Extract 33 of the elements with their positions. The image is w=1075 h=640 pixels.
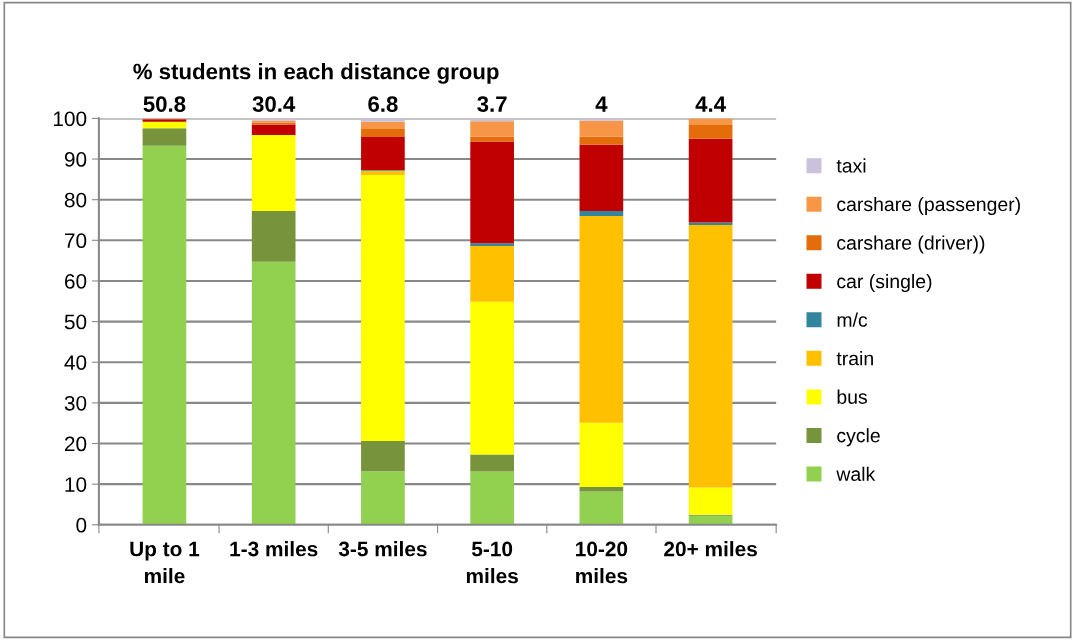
legend-label: car (single) (837, 273, 932, 293)
x-tick-label: 5-10 miles (466, 541, 518, 584)
text: 4 (595, 96, 608, 112)
legend-label: bus (837, 389, 868, 404)
y-tick-label: 100 (53, 111, 87, 127)
x-tick-label: 1-3 miles (230, 541, 318, 557)
legend-label: cycle (837, 428, 880, 447)
x-tick-label: 10-20 miles (576, 541, 628, 584)
legend-label: train (836, 351, 873, 366)
y-tick-label: 40 (64, 355, 87, 370)
text: 50.8 (143, 96, 186, 112)
legend-label: taxi (836, 158, 866, 173)
x-tick-label: 20+ miles (664, 541, 757, 557)
y-tick-label: 80 (64, 192, 87, 208)
text: 4.4 (695, 96, 726, 112)
text: 6.8 (368, 96, 398, 112)
y-tick-label: 50 (64, 314, 87, 330)
chart-title: % students in each distance group (133, 63, 499, 84)
x-tick-label: 3-5 miles (338, 541, 427, 557)
legend-label: carshare (passenger) (837, 196, 1020, 216)
legend-label: carshare (driver)) (837, 235, 985, 254)
text: 3.7 (477, 96, 507, 113)
legend-label: walk (836, 466, 876, 481)
x-tick-label: Up to 1 mile (130, 541, 200, 584)
legend-label: m/c (837, 312, 868, 327)
y-tick-label: 70 (64, 233, 87, 249)
text: 30.4 (252, 96, 296, 113)
y-tick-label: 60 (64, 273, 87, 289)
y-tick-label: 20 (64, 436, 87, 452)
y-tick-label: 90 (64, 152, 87, 167)
y-tick-label: 30 (64, 395, 87, 411)
y-tick-label: 0 (76, 517, 87, 533)
y-tick-label: 10 (65, 477, 87, 492)
